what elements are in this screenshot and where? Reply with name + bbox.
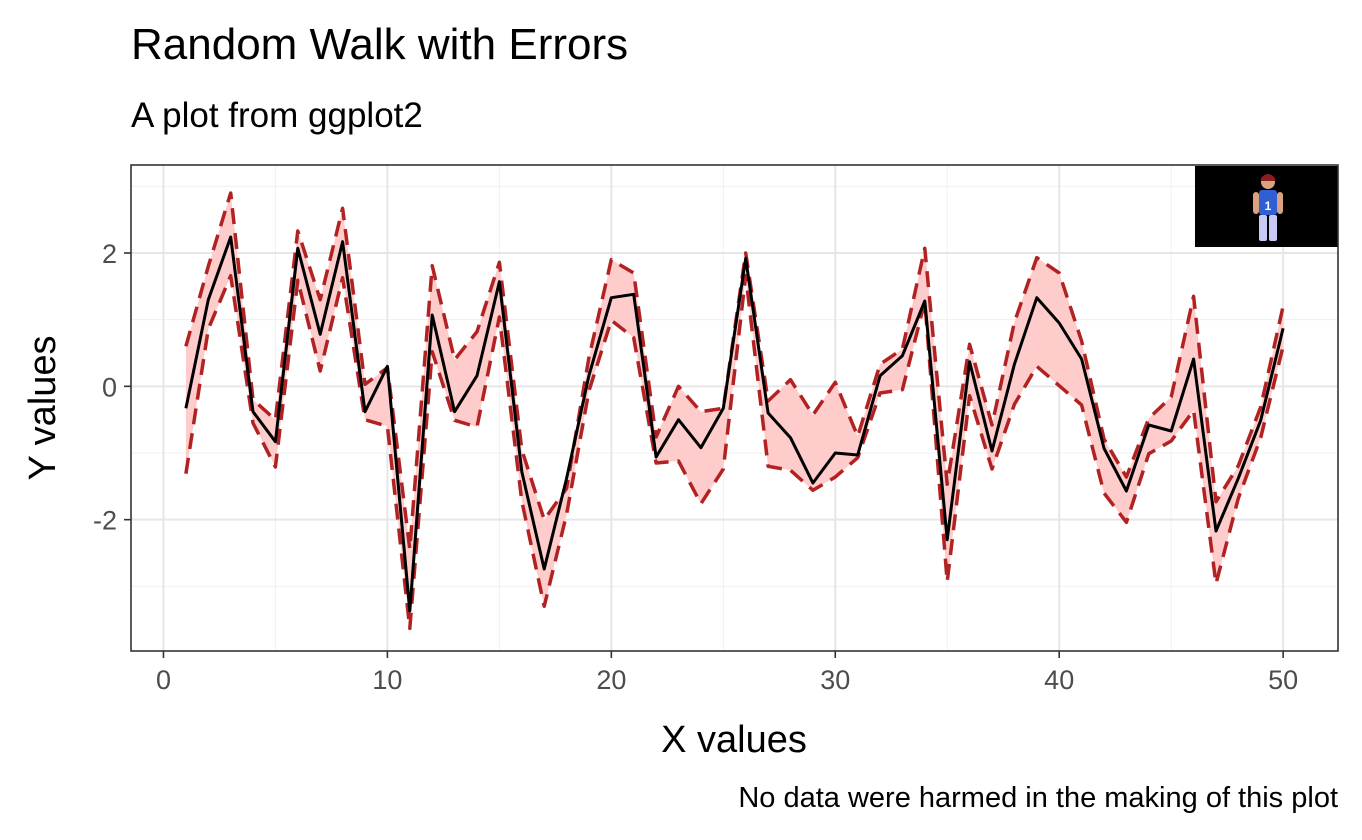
- series-upper-line: [184, 191, 1285, 551]
- panel-border: [130, 164, 1339, 652]
- y-axis-title: Y values: [22, 335, 64, 480]
- x-tick-label: 40: [1044, 665, 1074, 695]
- y-tick-label: 0: [102, 372, 117, 402]
- x-axis-title: X values: [661, 719, 807, 761]
- y-tick-label: 2: [102, 239, 117, 269]
- series-lower-line: [184, 273, 1285, 631]
- series-main-line: [184, 235, 1285, 613]
- x-tick-label: 0: [156, 665, 171, 695]
- x-axis: 0 10 20 30 40 50: [156, 651, 1298, 695]
- football-player-photo-icon: 1: [1253, 174, 1283, 241]
- grid-minor: [131, 165, 1338, 651]
- inset-photo: 1: [1195, 166, 1338, 247]
- error-band-lines: [184, 191, 1285, 631]
- jersey-number: 1: [1265, 199, 1272, 213]
- x-tick-label: 50: [1268, 665, 1298, 695]
- chart-caption: No data were harmed in the making of thi…: [738, 782, 1338, 814]
- main-line-group: [184, 235, 1285, 613]
- x-tick-label: 10: [372, 665, 402, 695]
- y-tick-label: -2: [93, 506, 117, 536]
- x-tick-label: 20: [596, 665, 626, 695]
- y-axis: -2 0 2: [93, 239, 131, 536]
- chart-subtitle: A plot from ggplot2: [131, 96, 423, 135]
- x-tick-label: 30: [820, 665, 850, 695]
- grid-major: [131, 165, 1338, 651]
- chart-title: Random Walk with Errors: [131, 20, 629, 69]
